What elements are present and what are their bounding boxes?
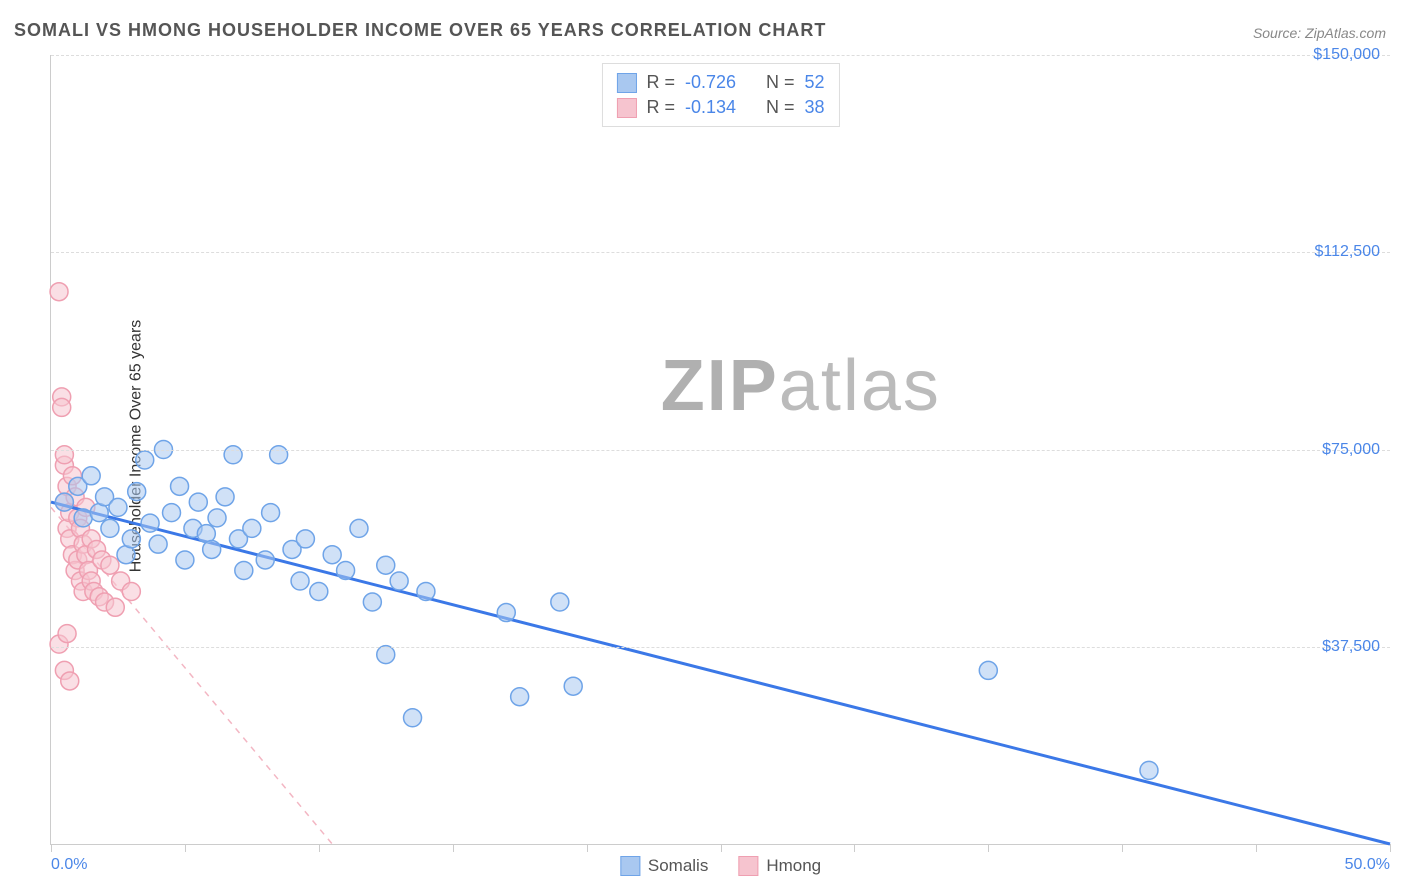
data-point bbox=[101, 556, 119, 574]
data-point bbox=[377, 646, 395, 664]
y-tick-label: $150,000 bbox=[1313, 46, 1380, 64]
data-point bbox=[363, 593, 381, 611]
n-label: N = bbox=[766, 72, 795, 93]
x-tick-label: 50.0% bbox=[1345, 856, 1390, 874]
data-point bbox=[136, 451, 154, 469]
data-point bbox=[417, 583, 435, 601]
data-point bbox=[171, 477, 189, 495]
data-point bbox=[323, 546, 341, 564]
x-tick bbox=[1256, 844, 1257, 852]
regression-line bbox=[51, 502, 1390, 844]
x-tick bbox=[988, 844, 989, 852]
data-point bbox=[262, 504, 280, 522]
legend-series-label: Somalis bbox=[648, 856, 708, 876]
n-value: 52 bbox=[805, 72, 825, 93]
data-point bbox=[189, 493, 207, 511]
data-point bbox=[141, 514, 159, 532]
legend-swatch bbox=[620, 856, 640, 876]
legend-row: R = -0.134 N = 38 bbox=[616, 95, 824, 120]
data-point bbox=[208, 509, 226, 527]
gridline-h bbox=[51, 252, 1390, 253]
data-point bbox=[149, 535, 167, 553]
x-tick bbox=[1390, 844, 1391, 852]
data-point bbox=[1140, 761, 1158, 779]
data-point bbox=[61, 672, 79, 690]
legend-series-item: Somalis bbox=[620, 856, 708, 876]
r-value: -0.134 bbox=[685, 97, 736, 118]
data-point bbox=[243, 519, 261, 537]
data-point bbox=[55, 446, 73, 464]
data-point bbox=[350, 519, 368, 537]
data-point bbox=[216, 488, 234, 506]
data-point bbox=[176, 551, 194, 569]
legend-row: R = -0.726 N = 52 bbox=[616, 70, 824, 95]
x-tick bbox=[1122, 844, 1123, 852]
y-tick-label: $112,500 bbox=[1314, 243, 1380, 261]
legend-swatch bbox=[738, 856, 758, 876]
y-tick-label: $75,000 bbox=[1322, 441, 1380, 459]
x-tick bbox=[854, 844, 855, 852]
data-point bbox=[337, 561, 355, 579]
chart-title: SOMALI VS HMONG HOUSEHOLDER INCOME OVER … bbox=[14, 20, 826, 41]
plot-area: ZIPatlas R = -0.726N = 52R = -0.134N = 3… bbox=[50, 55, 1390, 845]
data-point bbox=[106, 598, 124, 616]
data-point bbox=[50, 283, 68, 301]
legend-series-item: Hmong bbox=[738, 856, 821, 876]
n-value: 38 bbox=[805, 97, 825, 118]
data-point bbox=[511, 688, 529, 706]
data-point bbox=[53, 398, 71, 416]
data-point bbox=[377, 556, 395, 574]
data-point bbox=[74, 509, 92, 527]
x-tick bbox=[319, 844, 320, 852]
r-label: R = bbox=[646, 72, 675, 93]
data-point bbox=[55, 493, 73, 511]
data-point bbox=[122, 530, 140, 548]
legend-series: Somalis Hmong bbox=[620, 856, 821, 876]
n-label: N = bbox=[766, 97, 795, 118]
data-point bbox=[296, 530, 314, 548]
data-point bbox=[122, 583, 140, 601]
data-point bbox=[235, 561, 253, 579]
gridline-h bbox=[51, 647, 1390, 648]
data-point bbox=[101, 519, 119, 537]
x-tick bbox=[453, 844, 454, 852]
data-point bbox=[497, 604, 515, 622]
data-point bbox=[310, 583, 328, 601]
data-point bbox=[979, 661, 997, 679]
source-label: Source: ZipAtlas.com bbox=[1253, 25, 1386, 41]
data-point bbox=[270, 446, 288, 464]
data-point bbox=[551, 593, 569, 611]
gridline-h bbox=[51, 55, 1390, 56]
data-point bbox=[224, 446, 242, 464]
data-point bbox=[128, 483, 146, 501]
gridline-h bbox=[51, 450, 1390, 451]
x-tick bbox=[185, 844, 186, 852]
data-point bbox=[404, 709, 422, 727]
data-point bbox=[109, 498, 127, 516]
legend-swatch bbox=[616, 98, 636, 118]
legend-swatch bbox=[616, 73, 636, 93]
x-tick bbox=[721, 844, 722, 852]
legend-correlation: R = -0.726 N = 52 R = -0.134 N = 38 bbox=[601, 63, 839, 127]
data-point bbox=[390, 572, 408, 590]
x-tick-label: 0.0% bbox=[51, 856, 87, 874]
data-point bbox=[203, 540, 221, 558]
r-value: -0.726 bbox=[685, 72, 736, 93]
x-tick bbox=[51, 844, 52, 852]
data-point bbox=[564, 677, 582, 695]
r-label: R = bbox=[646, 97, 675, 118]
chart-container: SOMALI VS HMONG HOUSEHOLDER INCOME OVER … bbox=[0, 0, 1406, 892]
data-point bbox=[291, 572, 309, 590]
x-tick bbox=[587, 844, 588, 852]
legend-series-label: Hmong bbox=[766, 856, 821, 876]
data-point bbox=[82, 467, 100, 485]
y-tick-label: $37,500 bbox=[1322, 638, 1380, 656]
data-point bbox=[163, 504, 181, 522]
data-point bbox=[256, 551, 274, 569]
data-point bbox=[58, 625, 76, 643]
